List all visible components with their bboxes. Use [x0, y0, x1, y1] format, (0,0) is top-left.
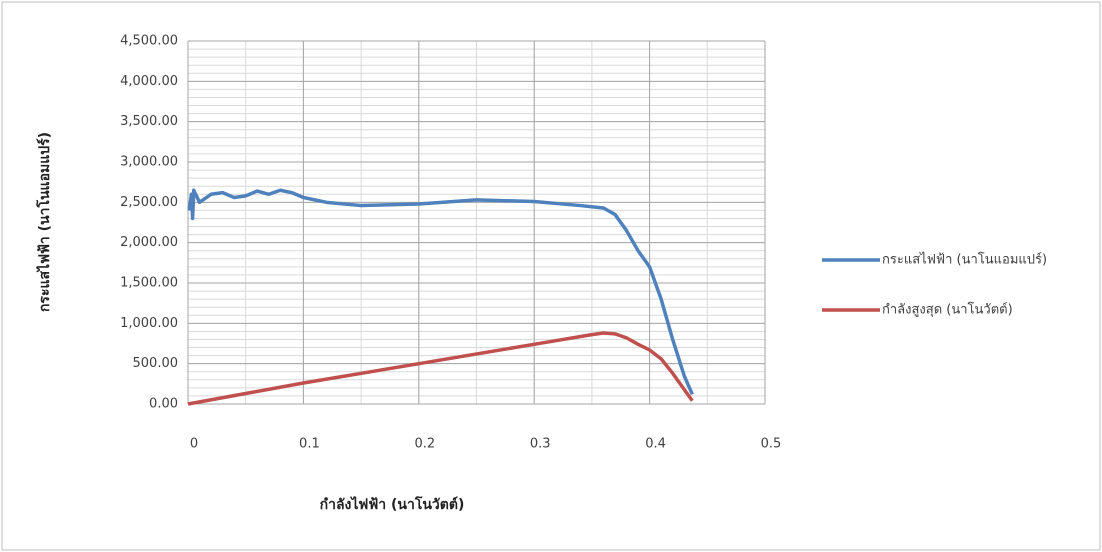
- y-tick-label: 2,500.00: [120, 195, 178, 210]
- x-tick-label: 0.1: [299, 437, 320, 452]
- y-tick-label: 1,000.00: [120, 316, 178, 331]
- x-tick-label: 0.3: [530, 437, 551, 452]
- legend-label: กำลังสูงสุด (นาโนวัตต์): [882, 302, 1013, 318]
- y-tick-label: 0.00: [149, 397, 178, 412]
- y-axis-title: กระแสไฟฟ้า (นาโนแอมแปร์): [35, 132, 53, 312]
- series-line: [187, 188, 694, 396]
- y-tick-label: 500.00: [133, 356, 179, 371]
- y-tick-label: 1,500.00: [120, 276, 178, 291]
- x-axis-title: กำลังไฟฟ้า (นาโนวัตต์): [320, 495, 465, 513]
- series-line: [187, 331, 694, 406]
- y-tick-label: 4,000.00: [120, 74, 178, 89]
- x-tick-label: 0: [190, 437, 198, 452]
- y-tick-label: 2,000.00: [120, 235, 178, 250]
- x-tick-label: 0.2: [414, 437, 435, 452]
- x-tick-label: 0.5: [761, 437, 782, 452]
- legend-label: กระแสไฟฟ้า (นาโนแอมแปร์): [882, 252, 1047, 268]
- x-tick-label: 0.4: [645, 437, 666, 452]
- y-tick-label: 4,500.00: [120, 34, 178, 49]
- y-tick-label: 3,500.00: [120, 114, 178, 129]
- y-tick-label: 3,000.00: [120, 155, 178, 170]
